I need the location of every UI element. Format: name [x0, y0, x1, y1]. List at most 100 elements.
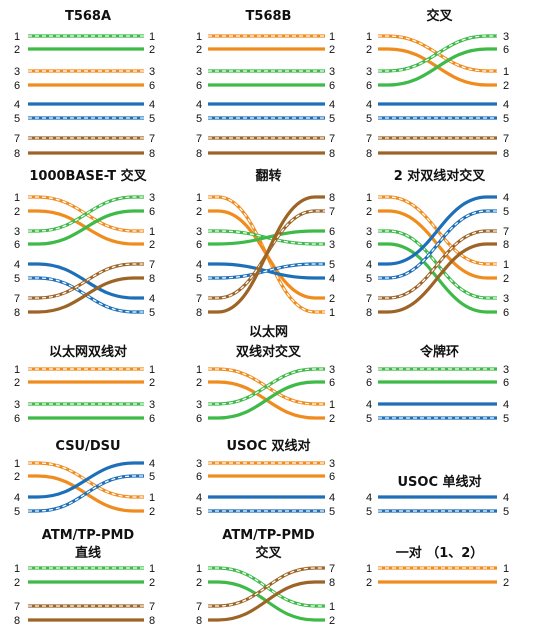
pin-label-left: 3	[366, 226, 372, 238]
pin-label-right: 1	[149, 563, 155, 575]
pin-label-right: 1	[149, 492, 155, 504]
pin-label-left: 4	[14, 259, 20, 271]
pin-label-left: 5	[196, 113, 202, 125]
rollover-wire-5-to-5: 55	[196, 259, 335, 285]
pin-label-left: 2	[14, 471, 20, 483]
pin-label-left: 2	[366, 206, 372, 218]
ethernet-pairs-crossover-wire-3-to-3: 33	[196, 364, 335, 411]
pin-label-right: 5	[503, 506, 509, 518]
pin-label-left: 4	[366, 259, 372, 271]
pin-label-right: 4	[329, 273, 335, 285]
atm-straight-title: ATM/TP-PMD	[42, 528, 135, 543]
pin-label-right: 2	[149, 506, 155, 518]
pin-label-left: 5	[196, 506, 202, 518]
pin-label-left: 5	[14, 506, 20, 518]
pin-label-left: 2	[196, 577, 202, 589]
pin-label-right: 3	[329, 239, 335, 251]
pin-label-right: 2	[329, 413, 335, 425]
pin-label-right: 2	[503, 273, 509, 285]
pin-label-right: 4	[149, 458, 155, 470]
pin-label-right: 8	[149, 148, 155, 160]
pin-label-left: 6	[196, 80, 202, 92]
usoc-one-pair-title: USOC 单线对	[397, 474, 481, 490]
rollover-wire-6-to-6: 66	[196, 226, 335, 251]
pin-label-right: 7	[149, 133, 155, 145]
ethernet-pairs-crossover-title-line-2: 双线对交叉	[236, 344, 302, 360]
pin-label-left: 1	[196, 563, 202, 575]
pin-label-right: 6	[329, 80, 335, 92]
ethernet-pairs-title: 以太网双线对	[49, 344, 127, 360]
pin-label-right: 8	[503, 239, 509, 251]
atm-crossover-title-line-2: 交叉	[255, 545, 282, 561]
pin-label-left: 8	[14, 615, 20, 627]
pin-label-left: 2	[196, 44, 202, 56]
pin-label-left: 1	[366, 192, 372, 204]
pin-label-right: 2	[149, 377, 155, 389]
pin-label-right: 2	[149, 577, 155, 589]
pin-label-right: 3	[503, 293, 509, 305]
pin-label-left: 1	[366, 31, 372, 43]
pin-label-left: 1	[196, 31, 202, 43]
pin-label-left: 3	[196, 226, 202, 238]
pin-label-left: 2	[196, 377, 202, 389]
pin-label-left: 7	[14, 601, 20, 613]
pin-label-right: 3	[149, 192, 155, 204]
pin-label-right: 6	[149, 206, 155, 218]
pin-label-left: 5	[366, 273, 372, 285]
pin-label-right: 6	[149, 413, 155, 425]
pin-label-left: 6	[14, 80, 20, 92]
pin-label-right: 5	[149, 471, 155, 483]
pin-label-left: 7	[196, 293, 202, 305]
pin-label-left: 3	[14, 66, 20, 78]
atm-straight-title-line-2: 直线	[75, 545, 101, 561]
token-ring-title: 令牌环	[420, 344, 459, 360]
pin-label-right: 5	[329, 506, 335, 518]
pin-label-left: 1	[366, 563, 372, 575]
pin-label-left: 4	[14, 99, 20, 111]
rollover-title: 翻转	[255, 168, 281, 184]
pin-label-left: 5	[366, 413, 372, 425]
pin-label-left: 1	[14, 364, 20, 376]
pin-label-right: 6	[503, 44, 509, 56]
pin-label-left: 1	[14, 192, 20, 204]
pin-label-left: 6	[196, 471, 202, 483]
pin-label-right: 3	[329, 458, 335, 470]
pin-label-left: 4	[366, 399, 372, 411]
pin-label-left: 4	[14, 492, 20, 504]
gigabit-crossover-wire-7-to-7: 77	[14, 259, 155, 305]
pin-label-right: 1	[149, 31, 155, 43]
pin-label-right: 6	[329, 226, 335, 238]
pin-label-right: 8	[329, 577, 335, 589]
pin-label-left: 7	[366, 293, 372, 305]
pin-label-right: 3	[503, 31, 509, 43]
pin-label-left: 2	[14, 377, 20, 389]
two-pair-crossover-title: 2 对双线对交叉	[394, 168, 487, 184]
pin-label-left: 1	[14, 458, 20, 470]
pin-label-left: 7	[366, 133, 372, 145]
pin-label-left: 1	[14, 31, 20, 43]
pin-label-left: 6	[366, 377, 372, 389]
